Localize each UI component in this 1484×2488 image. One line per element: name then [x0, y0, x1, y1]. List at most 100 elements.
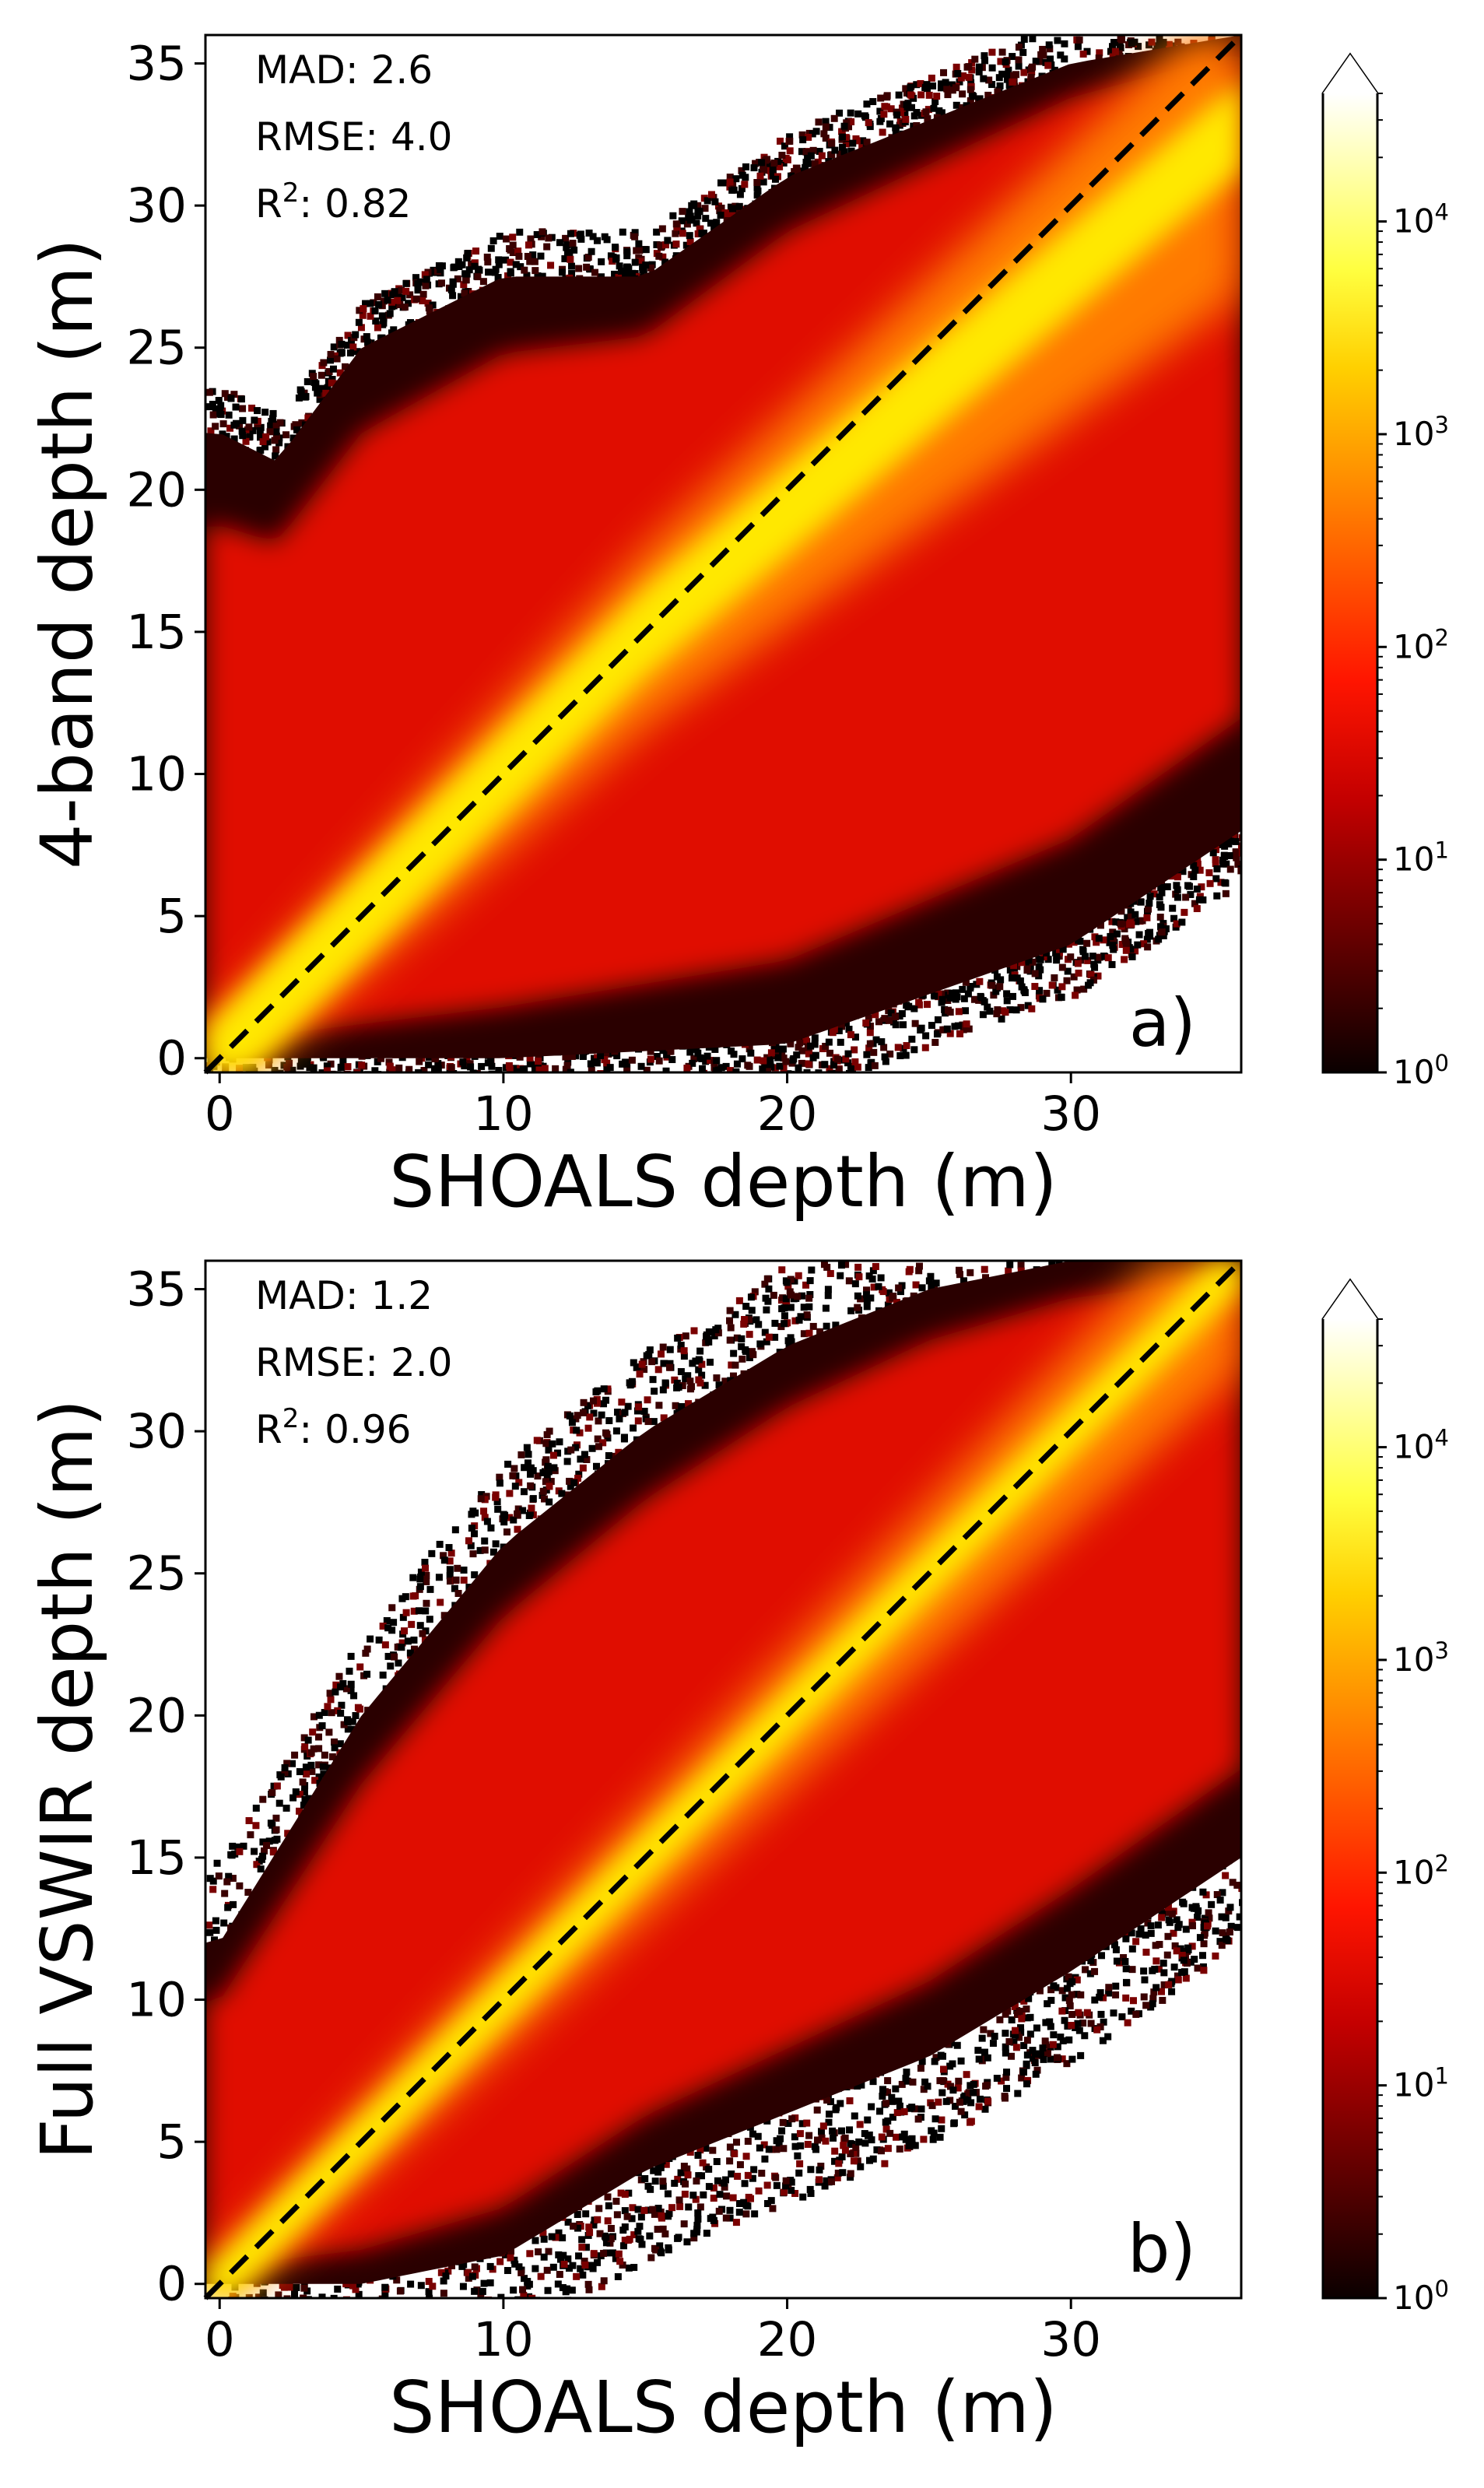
sparse-bin [595, 1417, 602, 1425]
sparse-bin [355, 2290, 363, 2298]
sparse-bin [993, 973, 1001, 981]
sparse-bin [912, 1281, 920, 1289]
sparse-bin [821, 1061, 829, 1069]
sparse-bin [567, 262, 575, 270]
sparse-bin [215, 397, 223, 405]
sparse-bin [524, 1459, 532, 1467]
sparse-bin [1031, 970, 1039, 977]
sparse-bin [381, 1641, 389, 1649]
sparse-bin [1212, 1952, 1219, 1960]
sparse-bin [425, 2278, 433, 2286]
sparse-bin [363, 1645, 371, 1653]
sparse-bin [680, 1353, 688, 1360]
sparse-bin [902, 115, 910, 123]
sparse-bin [566, 1477, 574, 1485]
sparse-bin [501, 256, 509, 264]
sparse-bin [299, 1778, 307, 1786]
sparse-bin [272, 432, 280, 440]
sparse-bin [1002, 58, 1009, 66]
sparse-bin [889, 2097, 896, 2105]
colorbar-extend-arrow [1323, 1280, 1377, 1319]
sparse-bin [676, 2202, 684, 2210]
sparse-bin [1233, 1924, 1241, 1932]
sparse-bin [289, 1760, 296, 1767]
sparse-bin [913, 81, 921, 89]
sparse-bin [1156, 1941, 1163, 1949]
sparse-bin [699, 2159, 707, 2167]
sparse-bin [431, 1065, 439, 1072]
sparse-bin [1218, 1913, 1226, 1921]
sparse-bin [272, 1826, 280, 1834]
sparse-bin [731, 2149, 738, 2157]
y-axis-label: 4-band depth (m) [26, 238, 109, 869]
sparse-bin [847, 2174, 854, 2181]
sparse-bin [870, 1048, 878, 1056]
sparse-bin [871, 1062, 879, 1069]
sparse-bin [888, 2093, 896, 2101]
sparse-bin [1093, 2026, 1101, 2034]
sparse-bin [754, 187, 762, 195]
sparse-bin [507, 269, 514, 277]
sparse-bin [794, 2152, 802, 2160]
sparse-bin [495, 1066, 503, 1072]
sparse-bin [379, 321, 387, 328]
sparse-bin [460, 281, 468, 289]
sparse-bin [481, 1496, 489, 1504]
sparse-bin [268, 1788, 276, 1796]
sparse-bin [702, 1058, 710, 1065]
sparse-bin [532, 2237, 539, 2244]
sparse-bin [1096, 1989, 1104, 1997]
sparse-bin [1181, 1968, 1188, 1976]
stat-r2: R2: 0.82 [255, 177, 411, 226]
sparse-bin [385, 1058, 393, 1066]
sparse-bin [355, 318, 363, 326]
sparse-bin [246, 433, 254, 440]
sparse-bin [1019, 48, 1027, 56]
sparse-bin [879, 2092, 886, 2100]
sparse-bin [579, 1409, 587, 1416]
sparse-bin [300, 1802, 307, 1809]
sparse-bin [310, 1713, 317, 1721]
sparse-bin [730, 1349, 738, 1357]
sparse-bin [1117, 920, 1124, 928]
sparse-bin [726, 1336, 734, 1344]
sparse-bin [1068, 1991, 1075, 1998]
sparse-bin [1110, 946, 1117, 953]
sparse-bin [297, 1056, 305, 1064]
sparse-bin [873, 2146, 881, 2154]
sparse-bin [1073, 1991, 1081, 1998]
sparse-bin [928, 2102, 936, 2110]
sparse-bin [487, 244, 495, 252]
sparse-bin [1100, 936, 1107, 944]
sparse-bin [811, 1034, 819, 1042]
sparse-bin [760, 2141, 768, 2149]
sparse-bin [599, 1439, 607, 1447]
sparse-bin [1029, 35, 1037, 43]
sparse-bin [226, 424, 234, 432]
sparse-bin [577, 235, 585, 243]
stat-rmse-label: RMSE: [255, 114, 378, 160]
sparse-bin [696, 1054, 704, 1062]
sparse-bin [1039, 2044, 1047, 2052]
sparse-bin [781, 1320, 788, 1328]
sparse-bin [820, 1261, 828, 1269]
sparse-bin [1158, 889, 1166, 897]
sparse-bin [882, 2118, 889, 2126]
sparse-bin [726, 2143, 734, 2151]
sparse-bin [686, 238, 694, 246]
sparse-bin [512, 261, 520, 268]
sparse-bin [480, 2279, 488, 2287]
sparse-bin [623, 2213, 631, 2220]
sparse-bin [1074, 960, 1082, 967]
colorbar-tick-label: 103 [1393, 412, 1449, 453]
sparse-bin [818, 2128, 826, 2135]
sparse-bin [549, 1451, 557, 1459]
sparse-bin [630, 1424, 637, 1432]
sparse-bin [542, 1440, 550, 1448]
sparse-bin [206, 1928, 214, 1936]
sparse-bin [1023, 2005, 1030, 2013]
sparse-bin [1122, 1965, 1130, 1973]
sparse-bin [1035, 972, 1043, 980]
sparse-bin [756, 172, 764, 180]
sparse-bin [672, 240, 680, 248]
